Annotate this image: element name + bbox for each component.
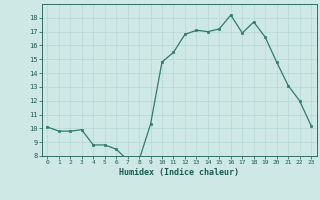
X-axis label: Humidex (Indice chaleur): Humidex (Indice chaleur) — [119, 168, 239, 177]
